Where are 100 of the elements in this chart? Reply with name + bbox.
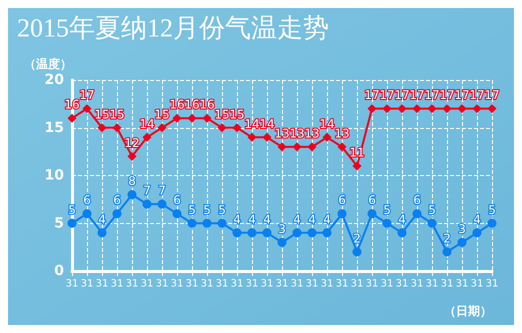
point <box>172 209 182 218</box>
point <box>82 209 92 218</box>
point <box>158 123 166 132</box>
point <box>68 114 76 123</box>
data-label: 17 <box>364 88 380 102</box>
point <box>368 104 376 114</box>
point <box>322 228 332 238</box>
data-label: 4 <box>233 212 241 226</box>
point <box>442 247 452 256</box>
data-label: 5 <box>203 202 211 217</box>
x-tick-label: 31 <box>80 278 94 290</box>
data-label: 7 <box>158 184 166 198</box>
point <box>412 209 422 218</box>
y-axis-title: （温度） <box>24 57 72 71</box>
data-label: 6 <box>338 193 346 208</box>
data-label: 4 <box>398 212 406 226</box>
point <box>188 218 196 228</box>
point <box>278 142 286 152</box>
point <box>308 142 316 152</box>
data-label: 14 <box>244 116 260 131</box>
data-label: 17 <box>424 88 440 102</box>
point <box>292 228 302 238</box>
point <box>308 228 316 238</box>
data-label: 5 <box>383 202 391 217</box>
point <box>142 132 152 142</box>
point <box>458 104 466 114</box>
data-label: 6 <box>173 193 181 208</box>
data-label: 5 <box>488 202 496 217</box>
data-label: 4 <box>323 212 331 226</box>
x-tick-label: 31 <box>350 278 364 290</box>
x-tick-label: 31 <box>290 278 304 290</box>
point <box>382 104 392 114</box>
data-label: 16 <box>184 98 200 112</box>
x-axis-title: （日期） <box>444 304 492 318</box>
point <box>472 104 482 114</box>
data-label: 13 <box>304 126 320 140</box>
x-tick-label: 31 <box>156 278 168 290</box>
y-tick-label: 0 <box>54 263 64 279</box>
point <box>368 209 376 218</box>
x-tick-label: 31 <box>66 278 78 290</box>
x-tick-label: 31 <box>230 278 244 290</box>
x-tick-label: 31 <box>216 278 228 290</box>
data-label: 4 <box>473 212 481 226</box>
x-tick-label: 31 <box>456 278 468 290</box>
data-label: 17 <box>394 88 410 102</box>
point <box>352 161 362 170</box>
x-tick-label: 31 <box>366 278 378 290</box>
data-label: 5 <box>188 202 196 217</box>
point <box>158 200 166 209</box>
point <box>338 142 346 152</box>
point <box>398 228 406 238</box>
data-label: 17 <box>439 88 455 102</box>
point <box>488 218 496 228</box>
point <box>262 132 272 142</box>
point <box>248 228 256 238</box>
point <box>488 104 496 114</box>
x-tick-label: 31 <box>396 278 408 290</box>
y-tick-label: 20 <box>44 72 64 88</box>
data-label: 16 <box>199 98 215 112</box>
data-label: 4 <box>263 212 271 226</box>
point <box>428 104 436 114</box>
x-tick-label: 31 <box>170 278 184 290</box>
data-label: 8 <box>128 174 136 188</box>
x-tick-label: 31 <box>110 278 124 290</box>
data-label: 13 <box>274 126 290 140</box>
data-label: 14 <box>319 116 335 131</box>
x-tick-label: 31 <box>380 278 394 290</box>
data-label: 7 <box>143 184 151 198</box>
data-label: 15 <box>229 107 245 122</box>
data-label: 14 <box>259 116 275 131</box>
data-label: 13 <box>334 126 350 140</box>
x-tick-label: 31 <box>186 278 198 290</box>
point <box>202 114 212 123</box>
data-label: 6 <box>413 193 421 208</box>
data-label: 16 <box>169 98 185 112</box>
x-tick-label: 31 <box>260 278 274 290</box>
x-tick-label: 31 <box>200 278 214 290</box>
data-label: 15 <box>214 107 230 122</box>
point <box>202 218 212 228</box>
point <box>128 190 136 200</box>
x-tick-label: 31 <box>440 278 454 290</box>
x-tick-label: 31 <box>140 278 154 290</box>
point <box>188 114 196 123</box>
x-tick-label: 31 <box>96 278 108 290</box>
point <box>232 228 242 238</box>
point <box>278 238 286 247</box>
x-tick-label: 31 <box>126 278 138 290</box>
chart-title: 2015年夏纳12月份气温走势 <box>17 14 329 42</box>
point <box>248 132 256 142</box>
data-label: 4 <box>98 212 106 226</box>
x-tick-label: 31 <box>470 278 484 290</box>
point <box>428 218 436 228</box>
point <box>142 200 152 209</box>
data-label: 14 <box>139 116 155 131</box>
data-label: 2 <box>443 231 451 246</box>
point <box>172 114 182 123</box>
data-label: 13 <box>289 126 305 140</box>
point <box>128 152 136 161</box>
point <box>98 123 106 132</box>
data-label: 4 <box>293 212 301 226</box>
